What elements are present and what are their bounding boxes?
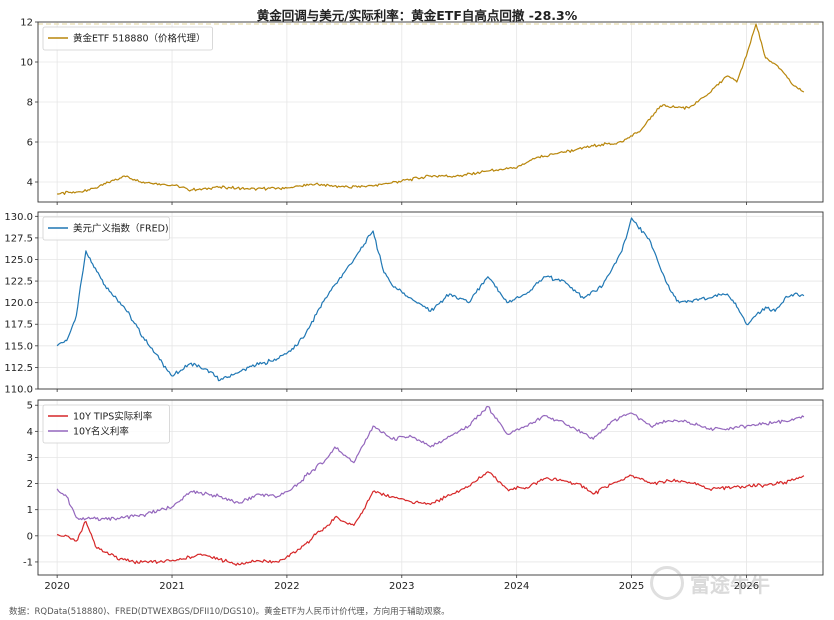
y-tick-label: 8 <box>27 98 33 109</box>
y-tick-label: 5 <box>27 401 33 412</box>
x-tick-label: 2026 <box>734 581 759 592</box>
y-tick-label: 3 <box>27 453 33 464</box>
legend-label: 10Y TIPS实际利率 <box>73 411 153 423</box>
x-tick-label: 2024 <box>504 581 529 592</box>
series-line-1-1 <box>57 23 805 195</box>
series-line-2-1 <box>56 217 805 382</box>
panel-2: 110.0 112.5 115.0 117.5 120.0 122.5 125.0 127.5… <box>4 211 824 396</box>
panel-frame <box>37 211 824 390</box>
y-tick-label: 125.0 <box>4 255 33 266</box>
y-tick-label: 112.5 <box>4 363 33 374</box>
series-line-3-1 <box>56 471 805 566</box>
y-tick-label: 1 <box>27 505 33 516</box>
chart-title: 黄金回调与美元/实际利率：黄金ETF自高点回撤 -28.3% <box>256 8 578 23</box>
legend-label: 10Y名义利率 <box>73 426 129 438</box>
panel-3: -1 0 1 2 3 4 5 2020 2021 2022 2023 2024 2025 2026 10Y … <box>23 399 824 592</box>
x-tick-label: 2020 <box>44 581 69 592</box>
y-tick-label: 130.0 <box>4 212 33 223</box>
panel-frame <box>37 21 824 203</box>
x-tick-label: 2021 <box>159 581 184 592</box>
y-tick-label: 110.0 <box>4 385 33 396</box>
y-tick-label: 4 <box>27 178 33 189</box>
panel-frame <box>37 399 824 576</box>
watermark-text: 富途牛牛 <box>690 572 770 597</box>
watermark-logo-icon <box>650 566 684 600</box>
y-tick-label: 10 <box>20 58 33 69</box>
legend-box <box>42 404 170 444</box>
x-tick-label: 2025 <box>619 581 644 592</box>
x-tick-label: 2022 <box>274 581 299 592</box>
footnote: 数据：RQData(518880)、FRED(DTWEXBGS/DFII10/D… <box>9 607 450 617</box>
y-tick-label: -1 <box>23 557 33 568</box>
x-tick-label: 2023 <box>389 581 414 592</box>
panel-1: 4 6 8 10 12 黄金ETF 518880（价格代理） <box>20 18 824 205</box>
y-tick-label: 0 <box>27 531 33 542</box>
series-line-3-2 <box>56 405 805 522</box>
y-tick-label: 122.5 <box>4 277 33 288</box>
y-tick-label: 115.0 <box>4 341 33 352</box>
y-tick-label: 4 <box>27 427 33 438</box>
legend-label: 黄金ETF 518880（价格代理） <box>73 33 206 45</box>
legend-box <box>42 26 214 51</box>
legend-label: 美元广义指数（FRED) <box>73 223 169 235</box>
y-tick-label: 127.5 <box>4 233 33 244</box>
watermark: 富途牛牛 <box>650 566 770 600</box>
y-tick-label: 2 <box>27 479 33 490</box>
y-tick-label: 12 <box>20 18 33 29</box>
y-tick-label: 120.0 <box>4 298 33 309</box>
legend-box <box>42 216 170 241</box>
y-tick-label: 117.5 <box>4 320 33 331</box>
y-tick-label: 6 <box>27 138 33 149</box>
